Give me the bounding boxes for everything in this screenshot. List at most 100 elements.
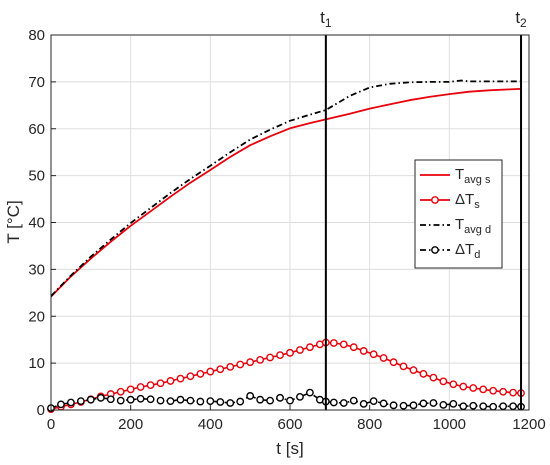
x-tick-label: 0 <box>47 416 55 433</box>
data-point <box>389 358 398 367</box>
data-point <box>216 398 225 406</box>
data-point <box>296 392 304 401</box>
data-point <box>276 393 284 402</box>
data-point <box>379 354 388 362</box>
x-tick-label: 800 <box>357 416 382 433</box>
data-point <box>106 395 115 404</box>
data-point <box>246 358 255 367</box>
data-point <box>509 388 517 397</box>
data-point <box>266 353 274 362</box>
data-point <box>236 397 245 406</box>
data-point <box>419 399 428 408</box>
data-point <box>306 343 314 352</box>
y-tick-label: 80 <box>28 27 45 44</box>
data-point <box>57 400 65 409</box>
x-axis-label: t [s] <box>276 439 303 458</box>
data-point <box>469 401 478 410</box>
axis-ticks: 0 200 400 600 800 1000 1200 0 10 20 30 40 50 60 70 80 <box>28 27 545 433</box>
data-point <box>499 387 508 396</box>
time-marker-label: t2 <box>515 8 527 30</box>
data-point <box>349 396 358 405</box>
y-tick-label: 30 <box>28 261 45 278</box>
data-point <box>186 396 195 405</box>
data-point <box>156 396 165 405</box>
data-point <box>136 383 145 391</box>
data-point <box>76 397 85 405</box>
y-tick-label: 20 <box>28 308 45 325</box>
data-point <box>146 395 155 404</box>
data-point <box>226 399 235 407</box>
series-3 <box>47 388 525 413</box>
data-point <box>196 370 205 378</box>
data-point <box>509 402 517 411</box>
data-point <box>369 397 378 405</box>
data-point <box>339 399 348 407</box>
time-marker-label: t1 <box>320 8 332 30</box>
data-point <box>166 397 175 405</box>
data-point <box>459 402 468 411</box>
data-point <box>419 370 428 378</box>
data-point <box>146 381 155 390</box>
data-point <box>286 396 294 405</box>
data-point <box>479 385 488 394</box>
y-tick-label: 10 <box>28 355 45 372</box>
data-point <box>329 339 338 347</box>
data-point <box>206 397 215 405</box>
data-point <box>329 398 338 407</box>
data-point <box>116 396 125 405</box>
y-tick-label: 60 <box>28 121 45 138</box>
data-point <box>469 384 478 392</box>
x-tick-label: 1200 <box>512 416 545 433</box>
series-layer <box>47 79 525 413</box>
data-point <box>439 377 448 386</box>
data-point <box>429 373 438 382</box>
data-point <box>369 350 378 359</box>
x-tick-label: 400 <box>198 416 223 433</box>
legend-marker <box>431 246 439 254</box>
y-tick-label: 70 <box>28 74 45 91</box>
data-point <box>349 343 358 352</box>
data-point <box>216 365 225 374</box>
data-point <box>67 398 75 407</box>
y-axis-label: T [°C] <box>4 200 23 243</box>
data-point <box>339 340 348 349</box>
data-point <box>389 401 398 410</box>
series-0 <box>50 88 522 298</box>
data-point <box>266 396 274 405</box>
data-point <box>86 395 95 404</box>
data-point <box>126 385 135 394</box>
data-point <box>439 400 448 409</box>
legend-marker <box>431 196 439 204</box>
data-point <box>399 401 408 410</box>
data-point <box>186 372 195 381</box>
y-tick-label: 40 <box>28 215 45 232</box>
data-point <box>489 402 498 411</box>
data-point <box>196 397 205 406</box>
data-point <box>429 399 438 407</box>
data-point <box>286 348 294 357</box>
data-point <box>256 355 265 364</box>
legend-label: Tavg s <box>455 166 491 186</box>
data-point <box>236 360 245 369</box>
y-tick-label: 50 <box>28 168 45 185</box>
data-point <box>359 400 368 408</box>
x-tick-label: 1000 <box>433 416 466 433</box>
y-tick-label: 0 <box>37 402 45 419</box>
data-point <box>176 395 185 404</box>
data-point <box>459 382 468 391</box>
series-line <box>50 79 521 297</box>
data-point <box>409 401 418 410</box>
data-point <box>296 346 304 354</box>
legend-entry: ΔTd <box>420 241 480 261</box>
legend-label: ΔTs <box>455 191 480 211</box>
time-markers: t1 t2 <box>320 8 527 410</box>
data-point <box>276 351 284 360</box>
data-point <box>479 402 488 411</box>
x-tick-label: 600 <box>277 416 302 433</box>
data-point <box>399 362 408 371</box>
data-point <box>306 388 314 397</box>
data-point <box>96 393 105 402</box>
data-point <box>359 347 368 355</box>
data-point <box>116 387 125 396</box>
